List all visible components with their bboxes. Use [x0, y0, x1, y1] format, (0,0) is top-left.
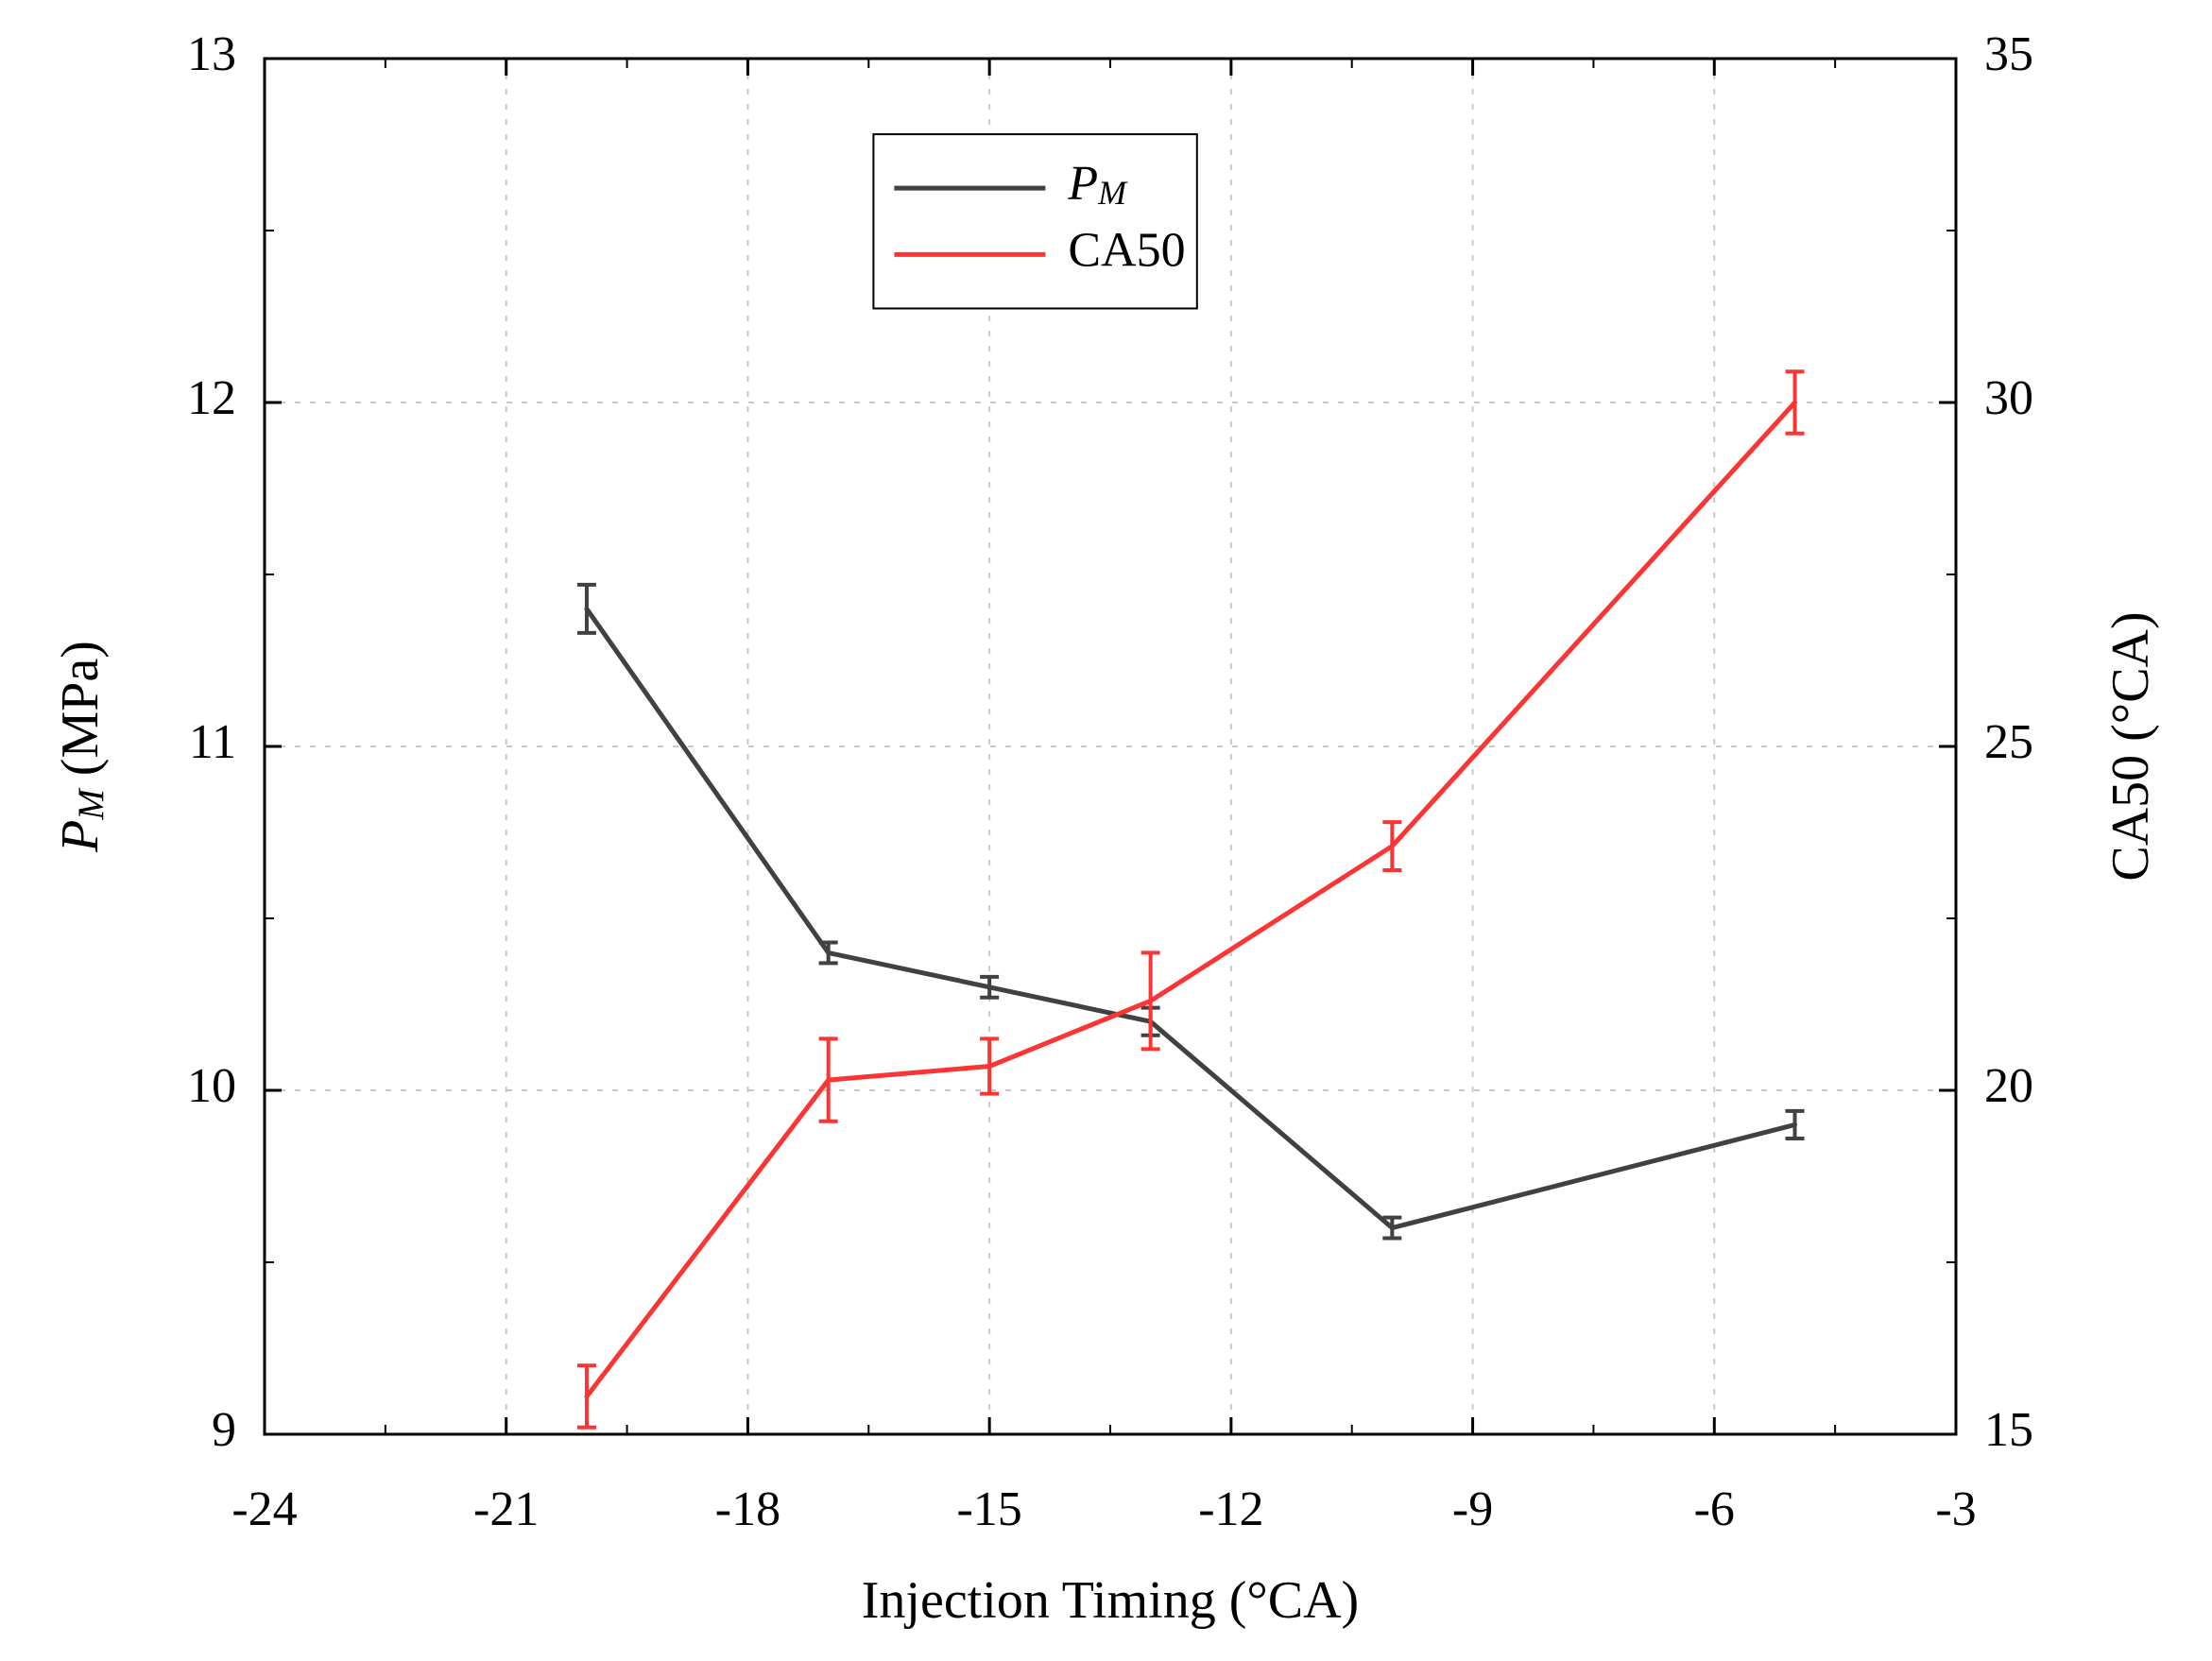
y-right-tick-label: 15: [1984, 1403, 2033, 1457]
y-left-tick-label: 13: [187, 27, 236, 81]
chart-container: -24 -21 -18 -15 -12 -9 -6 -3 9 10 11 12 13 15 20 25 30 35…: [0, 0, 2212, 1661]
x-tick-label: -15: [956, 1482, 1021, 1536]
y-right-axis-title: CA50 (°CA): [2101, 611, 2160, 881]
y-right-tick-label: 25: [1984, 715, 2033, 769]
x-tick-label: -9: [1452, 1482, 1493, 1536]
x-tick-label: -6: [1694, 1482, 1735, 1536]
x-tick-label: -21: [473, 1482, 539, 1536]
y-right-tick-label: 35: [1984, 27, 2033, 81]
x-tick-label: -12: [1198, 1482, 1263, 1536]
x-tick-label: -3: [1935, 1482, 1976, 1536]
x-tick-label: -18: [715, 1482, 780, 1536]
svg-text:PM (MPa): PM (MPa): [51, 641, 111, 853]
dual-axis-line-chart: -24 -21 -18 -15 -12 -9 -6 -3 9 10 11 12 13 15 20 25 30 35…: [0, 0, 2212, 1661]
x-axis-title: Injection Timing (°CA): [862, 1571, 1359, 1630]
y-left-tick-label: 10: [187, 1059, 236, 1113]
y-left-tick-label: 12: [187, 371, 236, 425]
y-left-tick-label: 9: [212, 1403, 236, 1457]
svg-text:CA50 (°CA): CA50 (°CA): [2101, 611, 2160, 881]
y-right-tick-label: 30: [1984, 371, 2033, 425]
legend-label: CA50: [1068, 223, 1185, 277]
y-right-tick-label: 20: [1984, 1059, 2033, 1113]
y-left-axis-title: PM (MPa): [51, 641, 111, 853]
x-tick-label: -24: [231, 1482, 297, 1536]
y-left-tick-label: 11: [189, 715, 236, 769]
legend: PMCA50: [873, 134, 1196, 308]
